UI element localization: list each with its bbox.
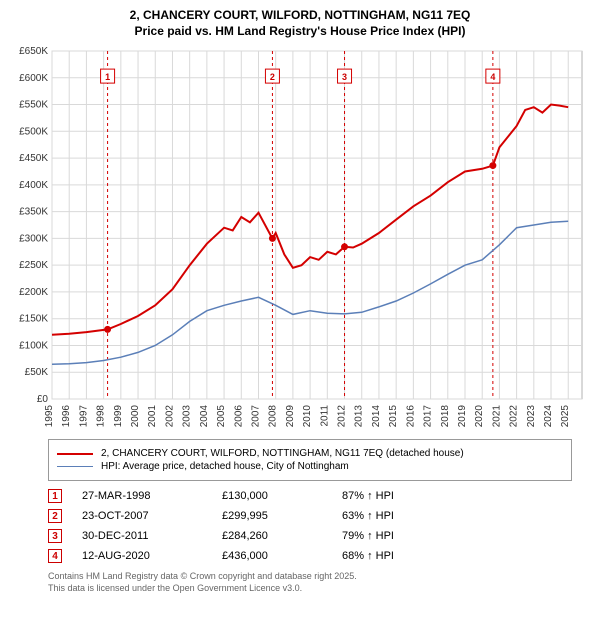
sale-price: £436,000 [222, 550, 342, 562]
sale-price: £284,260 [222, 530, 342, 542]
svg-text:£250K: £250K [19, 260, 48, 271]
svg-text:2025: 2025 [560, 405, 571, 428]
sale-date: 23-OCT-2007 [82, 510, 222, 522]
legend-label: 2, CHANCERY COURT, WILFORD, NOTTINGHAM, … [101, 448, 464, 459]
sale-hpi: 63% ↑ HPI [342, 510, 394, 522]
svg-text:2003: 2003 [182, 405, 193, 428]
svg-text:2013: 2013 [354, 405, 365, 428]
svg-text:2024: 2024 [543, 405, 554, 428]
svg-text:2021: 2021 [491, 405, 502, 428]
svg-text:2011: 2011 [319, 405, 330, 427]
table-row: 2 23-OCT-2007£299,99563% ↑ HPI [48, 509, 572, 523]
svg-text:£300K: £300K [19, 234, 48, 245]
sale-hpi: 79% ↑ HPI [342, 530, 394, 542]
svg-text:£350K: £350K [19, 207, 48, 218]
sale-date: 27-MAR-1998 [82, 490, 222, 502]
svg-text:2020: 2020 [474, 405, 485, 428]
svg-text:2015: 2015 [388, 405, 399, 428]
svg-text:1996: 1996 [61, 405, 72, 428]
svg-text:4: 4 [490, 72, 495, 82]
svg-text:2022: 2022 [509, 405, 520, 428]
svg-text:2018: 2018 [440, 405, 451, 428]
svg-text:£450K: £450K [19, 153, 48, 164]
svg-text:2000: 2000 [130, 405, 141, 428]
svg-text:3: 3 [342, 72, 347, 82]
title-line1: 2, CHANCERY COURT, WILFORD, NOTTINGHAM, … [8, 8, 592, 24]
chart-plot: £0 £50K £100K £150K £200K £250K £300K £350K £400… [8, 43, 592, 433]
sale-marker-icon: 4 [48, 549, 62, 563]
svg-text:2016: 2016 [405, 405, 416, 428]
svg-text:2009: 2009 [285, 405, 296, 428]
svg-text:2014: 2014 [371, 405, 382, 428]
sale-date: 30-DEC-2011 [82, 530, 222, 542]
svg-text:£150K: £150K [19, 314, 48, 325]
legend-swatch [57, 453, 93, 455]
svg-text:£200K: £200K [19, 287, 48, 298]
sale-price: £130,000 [222, 490, 342, 502]
svg-text:£500K: £500K [19, 126, 48, 137]
sale-marker-icon: 2 [48, 509, 62, 523]
svg-text:1995: 1995 [44, 405, 55, 428]
legend-item: HPI: Average price, detached house, City… [57, 461, 563, 472]
footer-line2: This data is licensed under the Open Gov… [48, 583, 572, 595]
sale-hpi: 68% ↑ HPI [342, 550, 394, 562]
svg-text:2023: 2023 [526, 405, 537, 428]
title-line2: Price paid vs. HM Land Registry's House … [8, 24, 592, 40]
svg-text:2012: 2012 [337, 405, 348, 428]
svg-text:£400K: £400K [19, 180, 48, 191]
sale-price: £299,995 [222, 510, 342, 522]
svg-text:2: 2 [270, 72, 275, 82]
svg-text:2001: 2001 [147, 405, 158, 428]
chart-title: 2, CHANCERY COURT, WILFORD, NOTTINGHAM, … [8, 8, 592, 39]
legend-swatch [57, 466, 93, 467]
svg-text:2017: 2017 [423, 405, 434, 428]
table-row: 1 27-MAR-1998£130,00087% ↑ HPI [48, 489, 572, 503]
svg-text:£50K: £50K [25, 367, 49, 378]
svg-text:1997: 1997 [78, 405, 89, 428]
legend-label: HPI: Average price, detached house, City… [101, 461, 349, 472]
svg-text:2008: 2008 [268, 405, 279, 428]
svg-text:£100K: £100K [19, 341, 48, 352]
table-row: 4 12-AUG-2020£436,00068% ↑ HPI [48, 549, 572, 563]
svg-text:1999: 1999 [113, 405, 124, 428]
svg-text:2019: 2019 [457, 405, 468, 428]
svg-text:2005: 2005 [216, 405, 227, 428]
sale-marker-icon: 1 [48, 489, 62, 503]
legend-item: 2, CHANCERY COURT, WILFORD, NOTTINGHAM, … [57, 448, 563, 459]
svg-text:1998: 1998 [96, 405, 107, 428]
legend: 2, CHANCERY COURT, WILFORD, NOTTINGHAM, … [48, 439, 572, 481]
svg-text:2007: 2007 [250, 405, 261, 428]
svg-text:2010: 2010 [302, 405, 313, 428]
svg-text:2002: 2002 [164, 405, 175, 428]
chart-container: { "title_line1": "2, CHANCERY COURT, WIL… [0, 0, 600, 599]
svg-text:£600K: £600K [19, 73, 48, 84]
footer-attribution: Contains HM Land Registry data © Crown c… [48, 571, 572, 594]
svg-text:£550K: £550K [19, 100, 48, 111]
svg-text:£650K: £650K [19, 46, 48, 57]
sale-hpi: 87% ↑ HPI [342, 490, 394, 502]
svg-text:£0: £0 [37, 394, 49, 405]
sale-marker-icon: 3 [48, 529, 62, 543]
svg-text:2004: 2004 [199, 405, 210, 428]
svg-text:1: 1 [105, 72, 110, 82]
footer-line1: Contains HM Land Registry data © Crown c… [48, 571, 572, 583]
table-row: 3 30-DEC-2011£284,26079% ↑ HPI [48, 529, 572, 543]
chart-svg: £0 £50K £100K £150K £200K £250K £300K £350K £400… [8, 43, 592, 433]
sale-date: 12-AUG-2020 [82, 550, 222, 562]
sales-table: 1 27-MAR-1998£130,00087% ↑ HPI 2 23-OCT-200… [48, 489, 572, 563]
svg-text:2006: 2006 [233, 405, 244, 428]
